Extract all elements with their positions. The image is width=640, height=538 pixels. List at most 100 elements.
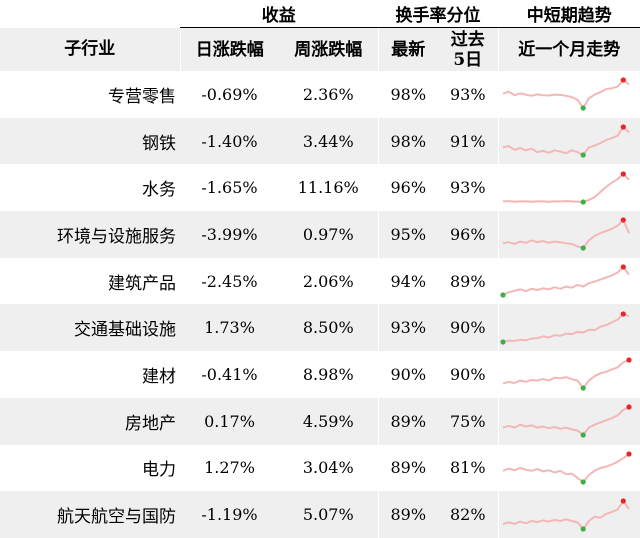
weekly-change-cell: 8.50% <box>279 304 378 352</box>
turnover-past5-cell: 89% <box>449 271 486 291</box>
col-header-industry: 子行业 <box>0 27 180 71</box>
daily-change-cell: -1.40% <box>180 117 279 165</box>
table-row: 电力 1.27% 3.04% 89% 81% <box>0 444 640 492</box>
table-row: 水务 -1.65% 11.16% 96% 93% <box>0 164 640 212</box>
weekly-change-cell: 3.44% <box>279 117 378 165</box>
trend-line <box>502 79 630 110</box>
industry-name-cell: 航天航空与国防 <box>0 491 180 538</box>
group-header-trend: 中短期趋势 <box>497 0 640 28</box>
trend-sparkline-cell <box>497 491 640 538</box>
trend-sparkline <box>502 171 630 205</box>
turnover-past5-cell: 93% <box>449 178 486 198</box>
industry-name-cell: 钢铁 <box>0 117 180 165</box>
trend-min-marker <box>580 245 586 252</box>
turnover-latest-cell: 93% <box>377 304 438 352</box>
col-header-past5-line1: 过去 <box>450 29 485 50</box>
trend-max-marker <box>620 311 626 317</box>
trend-min-marker <box>499 292 506 298</box>
table-row: 航天航空与国防 -1.19% 5.07% 89% 82% <box>0 491 640 538</box>
daily-change-cell: -3.99% <box>180 211 279 258</box>
group-header-return: 收益 <box>180 0 378 28</box>
col-header-latest: 最新 <box>377 27 438 71</box>
weekly-change-cell: 11.16% <box>297 178 359 198</box>
trend-line <box>502 453 630 483</box>
group-header-row: 收益 换手率分位 中短期趋势 <box>0 0 640 28</box>
industry-name-cell: 建材 <box>142 366 176 387</box>
turnover-past5-cell: 75% <box>438 397 498 445</box>
trend-line <box>502 172 630 203</box>
industry-name-cell: 环境与设施服务 <box>0 211 180 258</box>
col-header-past5-line2: 5日 <box>453 49 483 70</box>
trend-line <box>502 312 629 343</box>
turnover-past5-cell: 82% <box>438 491 498 538</box>
trend-max-marker <box>620 124 626 130</box>
trend-sparkline <box>502 77 630 111</box>
industry-name-cell: 交通基础设施 <box>0 304 180 352</box>
table-body: 专营零售 -0.69% 2.36% 98% 93% 钢铁 -1.40% 3.44% 98% 91%… <box>0 71 640 538</box>
trend-max-marker <box>625 451 632 457</box>
col-header-daily: 日涨跌幅 <box>179 27 279 71</box>
industry-name-cell: 专营零售 <box>108 86 176 107</box>
daily-change-cell: -0.41% <box>201 364 258 384</box>
trend-sparkline <box>499 264 630 298</box>
daily-change-cell: -1.19% <box>180 491 279 538</box>
daily-change-cell: 1.73% <box>180 304 279 352</box>
daily-change-cell: 1.27% <box>204 458 255 478</box>
turnover-past5-cell: 96% <box>438 211 498 258</box>
trend-max-marker <box>620 264 626 270</box>
trend-max-marker <box>620 77 626 83</box>
trend-sparkline <box>502 357 632 392</box>
trend-sparkline-cell <box>497 257 640 305</box>
industry-name-cell: 房地产 <box>0 397 180 445</box>
trend-sparkline-cell <box>497 397 640 445</box>
turnover-latest-cell: 89% <box>377 491 438 538</box>
group-header-turnover: 换手率分位 <box>377 0 498 28</box>
trend-sparkline-cell <box>497 117 640 165</box>
group-header-blank <box>0 0 180 28</box>
turnover-past5-cell: 81% <box>449 458 486 478</box>
table-row: 房地产 0.17% 4.59% 89% 75% <box>0 397 640 445</box>
trend-sparkline-cell <box>497 351 640 398</box>
trend-min-marker <box>580 152 586 158</box>
industry-name-cell: 水务 <box>142 180 176 201</box>
daily-change-cell: -0.69% <box>201 84 258 104</box>
trend-line <box>502 219 630 250</box>
trend-sparkline-cell <box>497 71 640 118</box>
table-row: 钢铁 -1.40% 3.44% 98% 91% <box>0 117 640 165</box>
turnover-latest-cell: 96% <box>377 164 438 212</box>
table-row: 建材 -0.41% 8.98% 90% 90% <box>0 351 640 398</box>
turnover-latest-cell: 94% <box>377 257 438 305</box>
col-header-month: 近一个月走势 <box>497 27 640 71</box>
trend-min-marker <box>580 479 586 485</box>
turnover-latest-cell: 98% <box>377 117 438 165</box>
trend-sparkline <box>502 124 630 158</box>
daily-change-cell: -2.45% <box>201 271 258 291</box>
col-header-weekly: 周涨跌幅 <box>279 27 378 71</box>
turnover-past5-cell: 93% <box>449 84 486 104</box>
industry-name-cell: 建筑产品 <box>108 273 176 294</box>
trend-sparkline <box>502 404 632 438</box>
trend-line <box>502 359 629 390</box>
trend-min-marker <box>580 385 586 392</box>
trend-line <box>502 406 629 437</box>
trend-min-marker <box>580 199 586 205</box>
weekly-change-cell: 0.97% <box>279 211 378 258</box>
table-row: 交通基础设施 1.73% 8.50% 93% 90% <box>0 304 640 352</box>
trend-sparkline <box>499 311 629 345</box>
weekly-change-cell: 2.36% <box>302 84 354 104</box>
trend-min-marker <box>580 105 586 111</box>
trend-min-marker <box>499 339 506 345</box>
weekly-change-cell: 3.04% <box>302 458 354 478</box>
trend-max-marker <box>625 404 632 410</box>
turnover-latest-cell: 95% <box>377 211 438 258</box>
weekly-change-cell: 2.06% <box>302 271 354 291</box>
column-header-row: 子行业 日涨跌幅 周涨跌幅 最新 过去 5日 近一个月走势 <box>0 27 640 71</box>
trend-min-marker <box>580 525 586 532</box>
trend-sparkline <box>502 451 632 485</box>
turnover-latest-cell: 98% <box>377 71 438 118</box>
trend-line <box>502 266 630 296</box>
trend-min-marker <box>580 432 586 438</box>
weekly-change-cell: 5.07% <box>279 491 378 538</box>
trend-max-marker <box>625 357 632 364</box>
